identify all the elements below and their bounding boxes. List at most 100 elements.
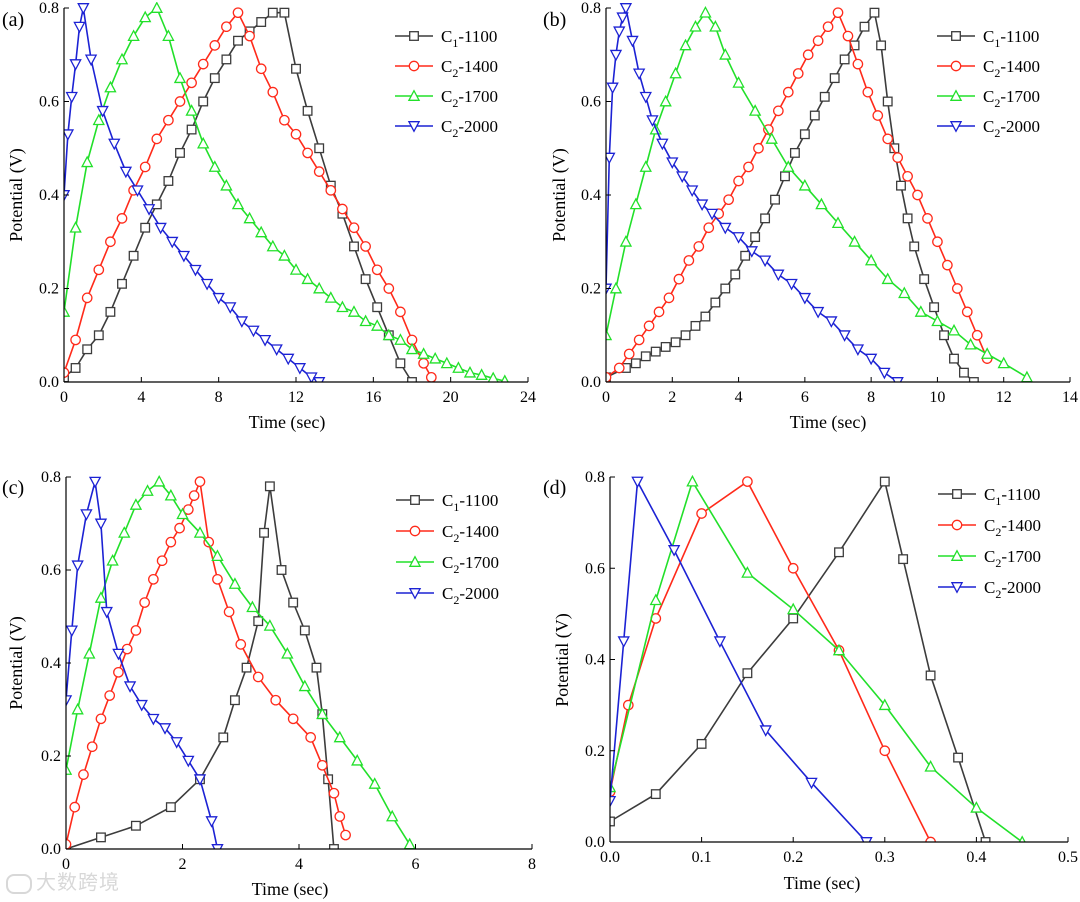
series-c2-1700-marker-18 [266,239,279,252]
legend-symbol-marker-3 [408,588,422,600]
series-c2-2000-marker-26 [838,330,851,342]
series-c2-1400-marker-16 [194,476,206,487]
series-c2-1700-marker-20 [289,263,303,275]
series-c2-1400-marker-1 [613,362,625,374]
series-c2-1700-marker-9 [162,29,175,41]
legend-main: C [984,516,995,535]
y-tick-label: 0.8 [39,0,59,17]
series-c1-1100-marker-13 [299,625,310,636]
series-c2-2000-marker-19 [745,246,759,258]
series-c2-1400-marker-17 [203,536,215,548]
series-c1-1100-marker-7 [140,222,151,233]
y-tick-label: 0.2 [39,281,59,298]
series-c2-1700-marker-14 [246,600,259,613]
series-c2-1400-line [610,480,932,842]
series-c2-1700-marker-8 [679,38,692,51]
series-c1-1100-marker-6 [128,250,139,261]
series-layer [64,2,509,382]
legend-subscript: 2 [452,66,458,80]
series-c1-1100-line [66,486,335,849]
series-c1-1100-marker-9 [163,176,174,186]
series-c2-2000-marker-7 [860,837,873,842]
series-c2-1400-marker-13 [733,175,744,187]
series-c2-1400-marker-29 [892,152,904,163]
series-c2-2000-marker-2 [606,82,619,95]
series-c2-1700-line [66,480,411,845]
legend-suffix: -1400 [1000,57,1040,76]
series-c1-1100-marker-17 [780,171,790,182]
legend-symbol-marker-2 [408,555,422,567]
series-c1-1100-marker-16 [770,194,780,205]
series-c2-1400-marker-12 [197,58,209,70]
series-c1-1100-marker-31 [902,213,913,224]
legend-symbol-marker-1 [409,525,421,537]
series-c2-2000-marker-4 [613,26,626,39]
series-c1-1100-marker-20 [291,63,301,74]
series-c2-1400-marker-4 [105,236,116,248]
series-c2-1700-marker-10 [699,5,712,18]
series-c2-1400-marker-34 [942,259,953,271]
series-c2-1700-marker-26 [359,314,372,327]
series-c2-2000-marker-18 [224,302,237,314]
series-c2-1700-marker-20 [848,235,861,247]
legend-suffix: -1400 [459,522,499,541]
x-tick-label: 0 [62,856,70,873]
x-tick-label: 0 [60,389,68,406]
series-c2-1400-marker-24 [842,30,854,42]
x-tick-label: 8 [867,389,875,406]
legend-label-1: C2-1400 [983,57,1040,80]
legend-subscript: 2 [994,96,1000,110]
series-c2-1400-marker-4 [742,476,753,487]
series-c2-1700-marker-12 [719,48,732,60]
series-c2-2000-marker-3 [80,509,93,521]
series-c1-1100-marker-14 [221,54,232,65]
series-c2-1400-marker-5 [653,306,665,318]
series-c2-1400-marker-21 [302,147,313,159]
series-c2-2000-marker-25 [825,316,838,328]
series-c2-1400-marker-18 [267,86,279,98]
series-c2-1700-marker-21 [368,777,381,789]
series-c2-1400-marker-3 [633,334,645,346]
series-c2-1700-marker-18 [316,707,329,720]
series-c1-1100-marker-14 [311,662,322,673]
series-c2-1700-marker-3 [741,566,754,578]
legend-subscript: 2 [994,66,1000,80]
watermark-logo-icon [6,873,32,894]
series-c2-1700-marker-15 [231,197,245,210]
series-c1-1100-marker-5 [834,547,844,558]
legend-suffix: -1700 [1000,87,1040,106]
series-c2-1400-marker-5 [104,690,116,701]
series-c2-2000-marker-1 [617,636,630,648]
series-c2-1400-marker-20 [802,49,814,61]
x-axis-label: Time (sec) [252,879,329,900]
series-c2-2000-marker-20 [758,255,772,268]
series-c2-1400-marker-2 [623,348,635,360]
series-c1-1100-marker-33 [919,274,930,285]
series-c1-1100-marker-10 [980,837,991,842]
series-c2-2000-marker-8 [123,681,137,693]
series-c2-2000-marker-15 [695,199,709,212]
series-c2-2000-marker-4 [73,21,86,34]
legend-main: C [983,117,994,136]
series-c2-2000-marker-1 [66,625,79,638]
series-c2-2000-marker-8 [632,68,646,81]
legend-symbol-marker-3 [407,121,421,133]
series-c2-2000-marker-15 [205,816,218,828]
legend-label-2: C2-1700 [984,547,1041,570]
series-c2-1700-marker-7 [669,66,682,79]
legend-label-2: C2-1700 [441,87,498,110]
series-c2-2000-marker-21 [258,334,272,347]
series-c2-1700-marker-4 [106,554,119,566]
series-c2-1400-marker-20 [235,639,247,650]
series-c2-1400-marker-0 [66,839,72,849]
series-c2-1400-marker-26 [862,86,874,98]
legend-suffix: -1400 [1001,516,1041,535]
series-c2-1700-marker-16 [243,211,256,224]
series-c2-1700-marker-13 [732,76,745,88]
series-c2-2000-marker-30 [891,377,904,382]
x-tick-label: 6 [412,856,420,873]
x-tick-label: 4 [735,389,743,406]
series-c2-1700-marker-19 [278,249,291,261]
series-c1-1100-marker-11 [276,565,287,575]
